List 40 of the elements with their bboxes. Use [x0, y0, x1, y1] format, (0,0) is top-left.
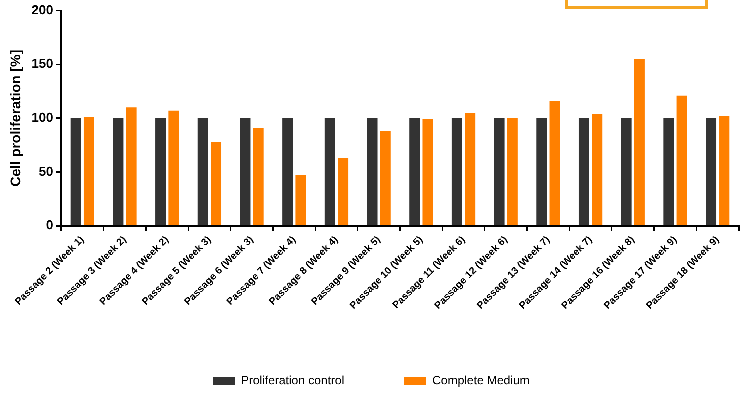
- bar: [592, 114, 603, 226]
- bar: [253, 128, 264, 226]
- bar: [282, 118, 294, 226]
- bar: [507, 118, 518, 226]
- bar: [410, 118, 420, 226]
- legend-label: Complete Medium: [432, 373, 530, 388]
- bar: [126, 108, 137, 226]
- bar: [664, 118, 674, 226]
- bar: [634, 59, 645, 226]
- bar: [198, 118, 208, 226]
- y-axis-title: Cell proliferation [%]: [7, 50, 24, 187]
- bar: [296, 175, 306, 226]
- bar: [240, 118, 251, 226]
- bar: [168, 110, 180, 226]
- bar: [156, 118, 166, 226]
- y-tick-label: 200: [32, 2, 54, 18]
- bar: [70, 118, 82, 226]
- bar: [621, 118, 632, 226]
- bar: [676, 96, 688, 226]
- bar: [550, 101, 560, 226]
- bar: [465, 113, 476, 226]
- bar: [324, 118, 336, 226]
- bar: [84, 117, 94, 226]
- bar: [706, 118, 717, 226]
- bar: [367, 118, 378, 226]
- legend-label: Proliferation control: [241, 373, 345, 388]
- y-tick-label: 50: [39, 164, 54, 179]
- bar: [422, 120, 434, 226]
- bar: [338, 158, 349, 226]
- bar: [719, 116, 730, 226]
- bar: [452, 118, 462, 226]
- bar: [113, 118, 124, 226]
- bar: [380, 131, 391, 226]
- bar: [494, 118, 505, 226]
- y-tick-label: 100: [32, 110, 54, 126]
- y-tick-label: 150: [32, 56, 54, 72]
- bar: [211, 142, 222, 226]
- bar: [536, 118, 548, 226]
- bar: [578, 118, 590, 226]
- y-tick-label: 0: [46, 218, 54, 233]
